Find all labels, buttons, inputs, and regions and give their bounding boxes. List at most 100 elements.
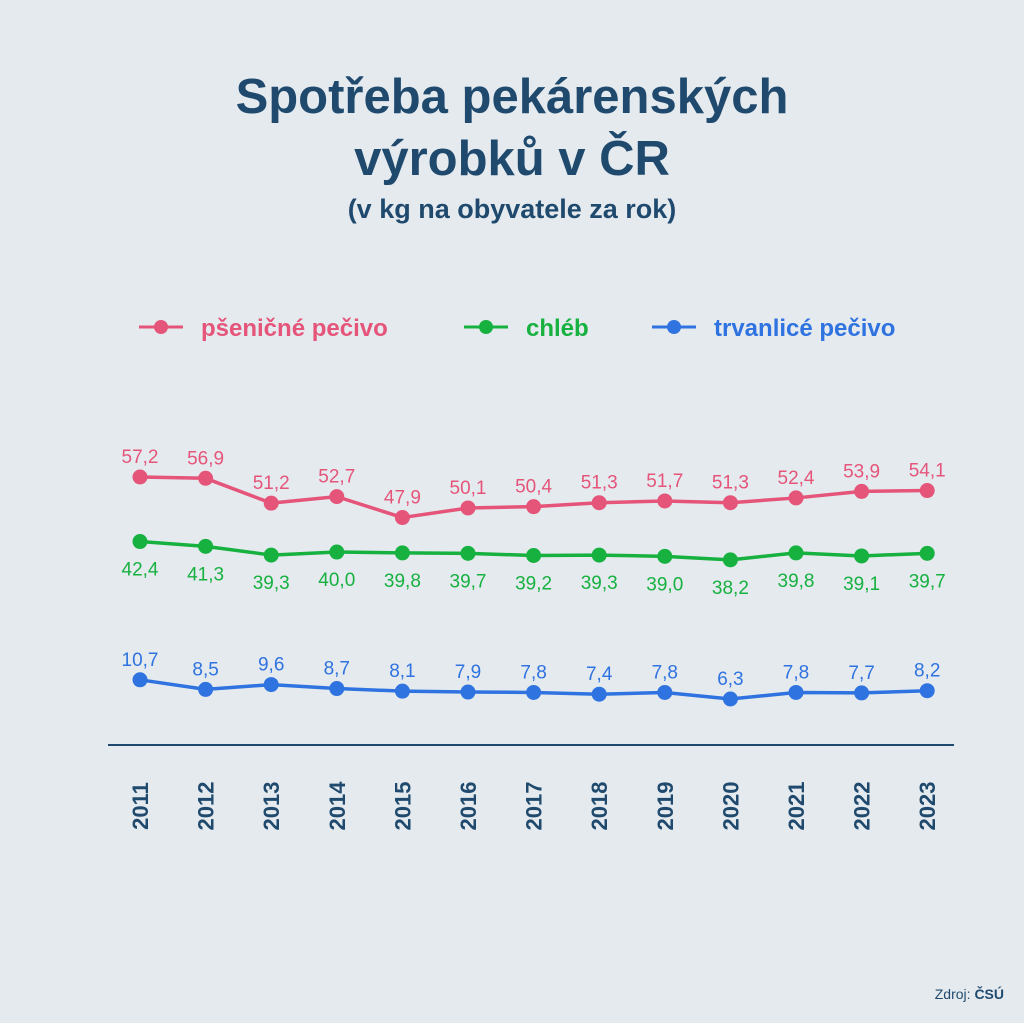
- data-label-0-2013: 51,2: [253, 473, 290, 494]
- data-point-2-2015: [394, 683, 410, 699]
- data-label-2-2011: 10,7: [122, 650, 159, 671]
- data-label-0-2021: 52,4: [778, 468, 815, 489]
- data-label-1-2018: 39,3: [581, 573, 618, 594]
- data-point-2-2021: [788, 684, 804, 700]
- data-point-2-2022: [854, 685, 870, 701]
- data-label-1-2013: 39,3: [253, 573, 290, 594]
- data-point-1-2014: [329, 544, 345, 560]
- legend-label-0: pšeničné pečivo: [201, 315, 388, 342]
- x-tick-label-2018: 2018: [587, 782, 612, 831]
- data-point-0-2013: [263, 495, 279, 511]
- data-label-0-2012: 56,9: [187, 448, 224, 469]
- data-label-2-2013: 9,6: [258, 655, 284, 676]
- data-point-0-2022: [854, 483, 870, 499]
- data-point-1-2020: [722, 552, 738, 568]
- data-point-0-2014: [329, 489, 345, 505]
- data-point-1-2012: [198, 538, 214, 554]
- data-point-0-2018: [591, 495, 607, 511]
- legend-marker-2: [667, 320, 681, 334]
- data-label-2-2022: 7,7: [848, 663, 874, 684]
- chart-title: Spotřeba pekárenských výrobků v ČR: [0, 66, 1024, 190]
- data-label-1-2020: 38,2: [712, 578, 749, 599]
- data-point-1-2019: [657, 548, 673, 564]
- data-label-0-2020: 51,3: [712, 473, 749, 494]
- x-tick-label-2013: 2013: [259, 782, 284, 831]
- data-label-1-2015: 39,8: [384, 571, 421, 592]
- legend-label-1: chléb: [526, 315, 589, 342]
- data-label-2-2016: 7,9: [455, 662, 481, 683]
- data-label-0-2018: 51,3: [581, 473, 618, 494]
- x-tick-label-2020: 2020: [718, 782, 743, 831]
- data-label-1-2023: 39,7: [909, 571, 946, 592]
- data-label-0-2016: 50,1: [450, 478, 487, 499]
- x-tick-label-2014: 2014: [325, 781, 350, 831]
- data-point-2-2012: [198, 681, 214, 697]
- x-tick-label-2012: 2012: [194, 782, 219, 831]
- data-point-0-2023: [919, 483, 935, 499]
- data-label-0-2023: 54,1: [909, 461, 946, 482]
- data-label-2-2015: 8,1: [389, 661, 415, 682]
- legend-marker-1: [479, 320, 493, 334]
- data-point-0-2012: [198, 470, 214, 486]
- data-point-0-2020: [722, 495, 738, 511]
- data-label-1-2021: 39,8: [778, 571, 815, 592]
- data-point-1-2011: [132, 534, 148, 550]
- data-point-2-2017: [526, 684, 542, 700]
- data-label-0-2014: 52,7: [318, 467, 355, 488]
- data-point-2-2019: [657, 684, 673, 700]
- source-note: Zdroj: ČSÚ: [935, 986, 1004, 1002]
- data-point-0-2021: [788, 490, 804, 506]
- data-point-1-2021: [788, 545, 804, 561]
- data-point-1-2016: [460, 545, 476, 561]
- data-point-0-2015: [394, 510, 410, 526]
- x-tick-label-2015: 2015: [390, 782, 415, 831]
- x-tick-label-2021: 2021: [784, 782, 809, 831]
- data-point-2-2011: [132, 672, 148, 688]
- data-point-1-2017: [526, 548, 542, 564]
- data-point-2-2020: [722, 691, 738, 707]
- data-point-2-2023: [919, 683, 935, 699]
- data-label-1-2012: 41,3: [187, 564, 224, 585]
- data-point-1-2018: [591, 547, 607, 563]
- data-label-2-2020: 6,3: [717, 669, 743, 690]
- x-tick-label-2017: 2017: [522, 782, 547, 831]
- legend-marker-0: [154, 320, 168, 334]
- data-point-0-2019: [657, 493, 673, 509]
- source-label: Zdroj:: [934, 986, 971, 1002]
- data-label-2-2019: 7,8: [652, 662, 678, 683]
- title-line-1: Spotřeba pekárenských: [235, 70, 789, 124]
- data-label-1-2022: 39,1: [843, 574, 880, 595]
- source-name: ČSÚ: [974, 986, 1004, 1002]
- data-point-0-2011: [132, 469, 148, 485]
- data-point-2-2014: [329, 681, 345, 697]
- data-point-1-2015: [394, 545, 410, 561]
- data-label-2-2014: 8,7: [324, 659, 350, 680]
- data-point-0-2016: [460, 500, 476, 516]
- x-tick-label-2016: 2016: [456, 782, 481, 831]
- data-label-0-2011: 57,2: [122, 447, 159, 468]
- chart-subtitle: (v kg na obyvatele za rok): [347, 194, 677, 224]
- data-label-1-2016: 39,7: [450, 571, 487, 592]
- data-point-1-2013: [263, 547, 279, 563]
- legend-label-2: trvanlicé pečivo: [714, 315, 895, 342]
- title-line-2: výrobků v ČR: [354, 132, 670, 186]
- data-label-2-2012: 8,5: [192, 659, 218, 680]
- data-point-1-2023: [919, 545, 935, 561]
- data-point-1-2022: [854, 548, 870, 564]
- data-label-2-2021: 7,8: [783, 662, 809, 683]
- x-tick-label-2023: 2023: [915, 782, 940, 831]
- x-tick-label-2022: 2022: [850, 782, 875, 831]
- data-point-0-2017: [526, 499, 542, 515]
- data-label-1-2019: 39,0: [646, 574, 683, 595]
- data-point-2-2016: [460, 684, 476, 700]
- data-label-1-2014: 40,0: [318, 570, 355, 591]
- data-label-0-2019: 51,7: [646, 471, 683, 492]
- x-tick-label-2019: 2019: [653, 782, 678, 831]
- data-point-2-2013: [263, 677, 279, 693]
- data-label-0-2015: 47,9: [384, 488, 421, 509]
- data-label-2-2017: 7,8: [520, 662, 546, 683]
- data-label-0-2017: 50,4: [515, 477, 552, 498]
- data-point-2-2018: [591, 686, 607, 702]
- data-label-2-2023: 8,2: [914, 661, 940, 682]
